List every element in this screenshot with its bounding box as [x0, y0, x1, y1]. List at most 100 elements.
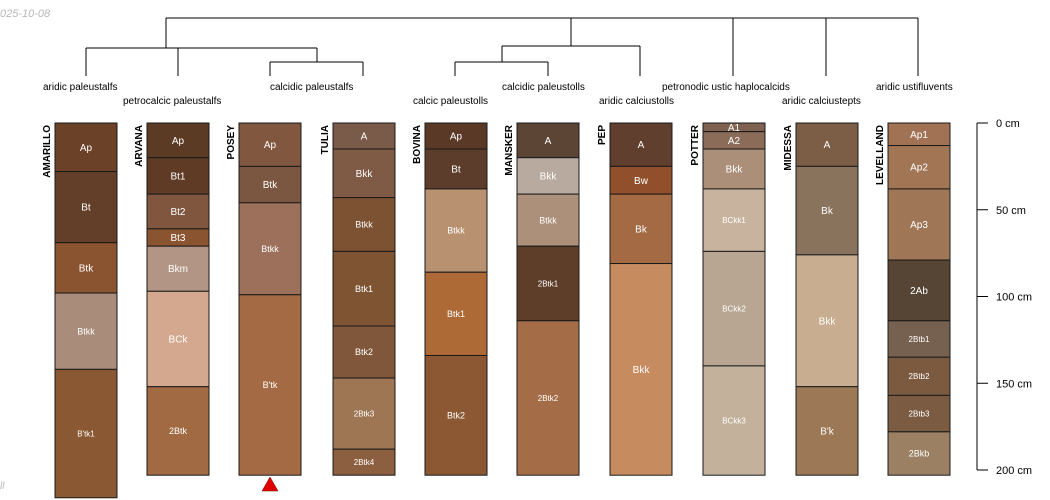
- horizon-bpk: [795, 386, 859, 476]
- horizon-label: 2Ab: [910, 286, 928, 297]
- horizon-2btk: [146, 386, 210, 476]
- horizon-bkm: [146, 245, 210, 292]
- horizon-label: Bkk: [633, 365, 651, 376]
- horizon-label: Btk1: [355, 284, 373, 294]
- horizon-2bkb: [887, 431, 951, 476]
- horizon-label: Bt1: [170, 171, 185, 182]
- horizon-btkk: [54, 292, 118, 370]
- horizon-bckk1: [702, 188, 766, 252]
- horizon-label: A: [545, 136, 552, 147]
- taxon-label: aridic ustifluvents: [876, 82, 953, 93]
- horizon-bw: [609, 165, 673, 195]
- horizon-label: Bt2: [170, 207, 185, 218]
- horizon-bt: [54, 171, 118, 244]
- horizon-btkk: [516, 193, 580, 247]
- horizon-label: Bkm: [168, 264, 188, 275]
- horizon-label: Bkk: [726, 164, 744, 175]
- taxon-label: aridic calciustepts: [782, 96, 861, 107]
- horizon-label: 2Btb2: [909, 372, 930, 381]
- horizon-label: Btk2: [447, 410, 465, 420]
- horizon-2btb1: [887, 320, 951, 358]
- taxon-label: petrocalcic paleustalfs: [123, 96, 221, 107]
- horizon-label: Ap2: [910, 163, 928, 174]
- horizon-label: Ap: [172, 136, 185, 147]
- horizon-bptk: [238, 294, 302, 476]
- axis-tick-label: 50 cm: [996, 205, 1026, 217]
- profile-midessa: A Bk Bkk B'k MIDESSA: [783, 122, 859, 476]
- horizon-bk: [795, 165, 859, 256]
- horizon-bptk1: [54, 368, 118, 499]
- taxon-label: aridic paleustalfs: [43, 82, 117, 93]
- profile-posey: Ap Btk Btkk B'tk POSEY: [226, 122, 302, 476]
- horizon-label: Btk: [263, 180, 278, 191]
- horizon-label: 2Btk3: [354, 409, 375, 418]
- horizon-label: Btk1: [447, 309, 465, 319]
- horizon-label: 2Btk2: [538, 394, 559, 403]
- taxon-label: calcidic paleustalfs: [270, 82, 353, 93]
- profile-name: BOVINA: [412, 125, 423, 164]
- taxon-label: calcidic paleustolls: [502, 82, 585, 93]
- profile-name: ARVANA: [134, 125, 145, 167]
- horizon-2btk4: [332, 448, 396, 476]
- dendrogram: [85, 17, 919, 76]
- axis-tick-label: 0 cm: [996, 118, 1020, 130]
- profile-pep: A Bw Bk Bkk PEP: [597, 122, 673, 476]
- horizon-label: BCk: [169, 335, 189, 346]
- taxa-labels: aridic paleustalfs petrocalcic paleustalf…: [43, 82, 953, 107]
- depth-axis: 0 cm 50 cm 100 cm 150 cm 200 cm: [261, 118, 1032, 492]
- horizon-label: Bw: [634, 176, 649, 187]
- horizon-bkk: [795, 254, 859, 388]
- horizon-label: Bk: [821, 206, 834, 217]
- axis-tick-label: 200 cm: [996, 465, 1032, 477]
- horizon-label: Ap: [450, 132, 463, 143]
- horizon-label: BCkk1: [722, 216, 746, 225]
- horizon-btk2: [332, 325, 396, 379]
- profile-amarillo: Ap Bt Btk Btkk B'tk1 AMARILLO: [42, 122, 118, 499]
- horizon-btkk: [238, 202, 302, 296]
- horizon-bkk: [609, 263, 673, 476]
- date-stamp: 025-10-08: [0, 8, 51, 20]
- profile-name: MANSKER: [504, 124, 515, 175]
- profile-levelland: Ap1 Ap2 Ap3 2Ab 2Btb1 2Btb2 2Btb3 2Bkb LEVELLAND: [875, 122, 951, 476]
- profile-arvana: Ap Bt1 Bt2 Bt3 Bkm BCk 2Btk ARVANA: [134, 122, 210, 476]
- horizon-label: Btkk: [355, 220, 373, 230]
- horizon-label: Bt: [451, 164, 461, 175]
- horizon-label: 2Bkb: [909, 449, 930, 459]
- horizon-ap2: [887, 145, 951, 190]
- profile-name: TULIA: [320, 125, 331, 154]
- horizon-a: [795, 122, 859, 167]
- horizon-bt2: [146, 193, 210, 230]
- horizon-label: A1: [728, 123, 741, 134]
- horizon-bkk: [702, 148, 766, 190]
- horizon-bck: [146, 290, 210, 388]
- horizon-ap: [238, 122, 302, 167]
- taxon-label: calcic paleustolls: [413, 96, 488, 107]
- taxon-label: aridic calciustolls: [599, 96, 674, 107]
- horizon-2btk3: [332, 377, 396, 450]
- horizon-2btb2: [887, 356, 951, 396]
- horizon-label: 2Btk4: [354, 458, 375, 467]
- profile-tulia: A Bkk Btkk Btk1 Btk2 2Btk3 2Btk4 TULIA: [320, 122, 396, 476]
- horizon-label: BCkk2: [722, 304, 746, 313]
- taxon-label: petronodic ustic haplocalcids: [662, 82, 790, 93]
- horizon-label: B'tk: [263, 380, 278, 390]
- horizon-label: BCkk3: [722, 416, 746, 425]
- horizon-btkk: [332, 197, 396, 252]
- horizon-btk: [238, 165, 302, 204]
- horizon-label: Btkk: [261, 244, 279, 254]
- horizon-2ab: [887, 259, 951, 322]
- soil-profiles: Ap Bt Btk Btkk B'tk1 AMARILLO Ap Bt1 Bt2 Bt3 Bkm BC…: [42, 122, 951, 499]
- horizon-bckk2: [702, 250, 766, 367]
- profile-name: MIDESSA: [783, 125, 794, 171]
- profile-name: POTTER: [690, 124, 701, 165]
- horizon-label: B'tk1: [77, 429, 95, 438]
- horizon-label: A: [638, 140, 645, 151]
- horizon-btk1: [424, 271, 488, 356]
- horizon-label: Bkk: [819, 316, 837, 327]
- marker-triangle: [261, 476, 279, 492]
- profile-name: LEVELLAND: [875, 125, 886, 185]
- horizon-label: Bk: [635, 224, 648, 235]
- horizon-bckk3: [702, 365, 766, 476]
- horizon-ap3: [887, 188, 951, 261]
- horizon-label: A: [824, 140, 831, 151]
